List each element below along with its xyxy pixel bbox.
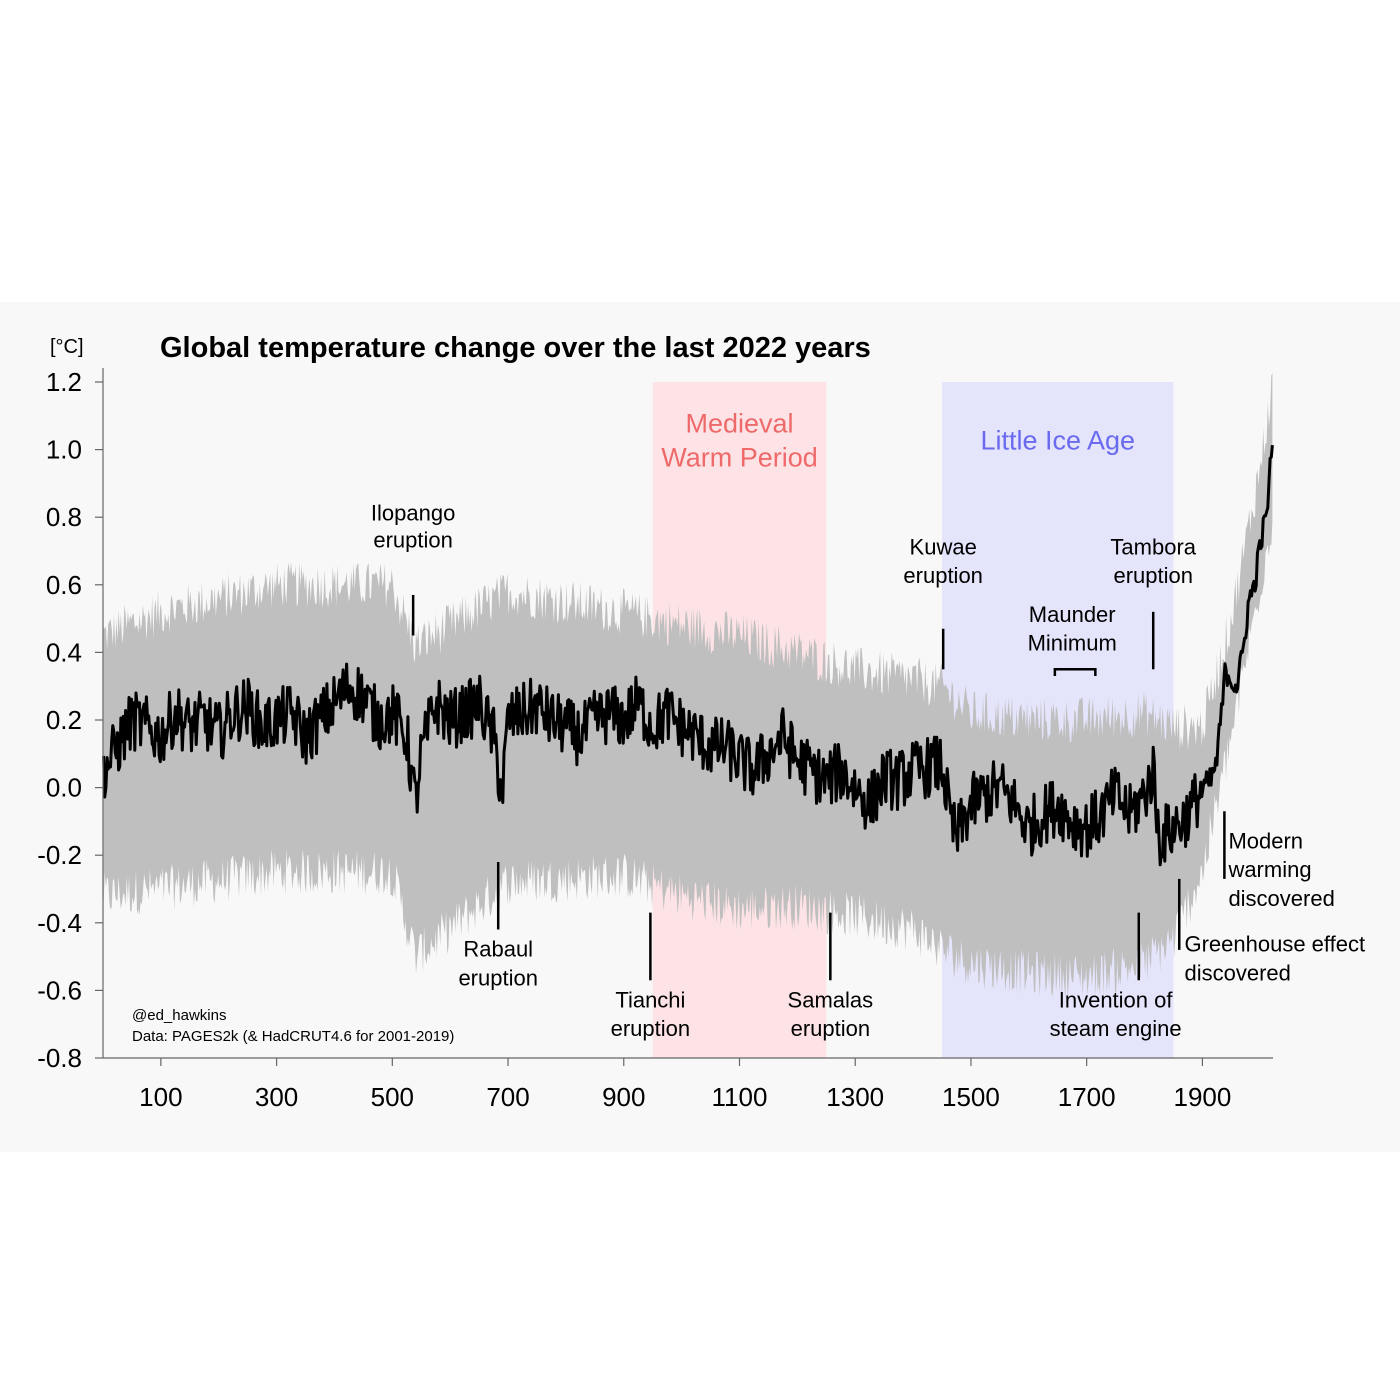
x-tick-label: 100	[139, 1082, 182, 1112]
annotation-label-kuwae: Kuwae	[910, 534, 977, 559]
temperature-chart: Medieval Warm Period Little Ice Age 1.2 1.0…	[37, 332, 1365, 1112]
annotation-label-ilopango: eruption	[373, 528, 453, 553]
x-tick-label: 1500	[942, 1082, 1000, 1112]
x-tick-label: 900	[602, 1082, 645, 1112]
y-tick-label: 1.2	[46, 367, 82, 397]
unit-label: [°C]	[50, 336, 84, 358]
annotation-label-steam-engine: Invention of	[1059, 987, 1174, 1012]
x-tick-label: 1300	[826, 1082, 884, 1112]
y-tick-label: 0.6	[46, 570, 82, 600]
credit-source: Data: PAGES2k (& HadCRUT4.6 for 2001-201…	[132, 1028, 454, 1045]
annotation-label-samalas: Samalas	[788, 987, 874, 1012]
annotations: IlopangoeruptionRabauleruptionTianchieru…	[371, 501, 1365, 1041]
annotation-label-rabaul: Rabaul	[463, 937, 533, 962]
y-tick-label: -0.8	[37, 1043, 82, 1073]
figure: Medieval Warm Period Little Ice Age 1.2 1.0…	[0, 302, 1400, 1152]
x-tick-label: 1100	[712, 1082, 768, 1112]
y-tick-label: -0.6	[37, 975, 82, 1005]
annotation-label-tianchi: eruption	[611, 1016, 691, 1041]
y-tick-label: -0.2	[37, 840, 82, 870]
annotation-label-samalas: eruption	[791, 1016, 871, 1041]
x-tick-label: 300	[255, 1082, 298, 1112]
annotation-label-kuwae: eruption	[903, 563, 983, 588]
annotation-label-ilopango: Ilopango	[371, 501, 455, 526]
y-tick-label: -0.4	[37, 908, 82, 938]
y-tick-label: 1.0	[46, 435, 82, 465]
annotation-label-rabaul: eruption	[458, 965, 538, 990]
chart-title: Global temperature change over the last …	[160, 332, 871, 364]
period-label-little-ice-age: Little Ice Age	[980, 426, 1135, 456]
credit-author: @ed_hawkins	[132, 1007, 226, 1024]
x-tick-label: 1900	[1173, 1082, 1231, 1112]
median-line-layer	[102, 444, 1274, 867]
median-temperature-line	[102, 444, 1274, 867]
annotation-label-modern-warming: Modern	[1228, 828, 1303, 853]
annotation-label-steam-engine: steam engine	[1050, 1016, 1182, 1041]
annotation-label-maunder: Maunder	[1029, 602, 1116, 627]
y-tick-label: 0.0	[46, 773, 82, 803]
annotation-bracket-maunder	[1053, 668, 1097, 677]
annotation-label-tianchi: Tianchi	[615, 987, 685, 1012]
annotation-label-tambora: Tambora	[1110, 534, 1196, 559]
annotation-label-greenhouse: Greenhouse effect	[1184, 932, 1365, 957]
x-tick-label: 1700	[1058, 1082, 1116, 1112]
annotation-label-greenhouse: discovered	[1184, 960, 1290, 985]
period-label-medieval: Medieval	[685, 409, 793, 439]
axes: 1.2 1.0 0.8 0.6 0.4 0.2 0.0 -0.2 -0.4 -0.6 -0.8 100…	[37, 367, 1273, 1112]
uncertainty-band	[103, 372, 1273, 1000]
annotation-label-modern-warming: warming	[1227, 857, 1311, 882]
uncertainty-band-layer	[103, 372, 1273, 1000]
y-tick-label: 0.4	[46, 637, 82, 667]
y-tick-label: 0.2	[46, 705, 82, 735]
annotation-label-maunder: Minimum	[1028, 631, 1117, 656]
period-label-medieval: Warm Period	[661, 443, 818, 473]
x-tick-label: 700	[486, 1082, 529, 1112]
y-tick-label: 0.8	[46, 502, 82, 532]
x-tick-label: 500	[371, 1082, 414, 1112]
annotation-label-tambora: eruption	[1113, 563, 1193, 588]
annotation-label-modern-warming: discovered	[1228, 886, 1334, 911]
